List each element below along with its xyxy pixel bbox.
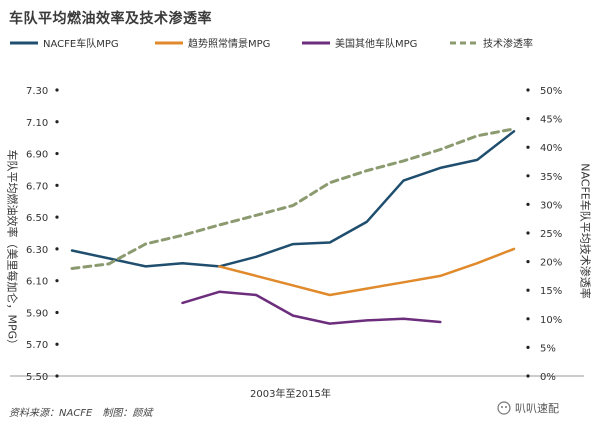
right-tick-label: 40%	[540, 143, 562, 154]
left-tick-label: 7.30	[26, 86, 48, 97]
left-tick-label: 5.50	[26, 372, 48, 383]
left-tick-dot	[55, 342, 59, 346]
right-tick-dot	[526, 374, 530, 378]
right-tick-dot	[526, 145, 530, 149]
left-tick-label: 6.70	[26, 181, 48, 192]
wechat-icon	[497, 401, 511, 415]
left-tick-dot	[55, 120, 59, 124]
right-tick-label: 5%	[540, 343, 556, 354]
right-tick-dot	[526, 288, 530, 292]
source-note: 资料来源：NACFE 制图：颜斌	[9, 408, 153, 419]
right-tick-label: 0%	[540, 372, 556, 383]
right-tick-label: 20%	[540, 258, 562, 269]
right-tick-dot	[526, 202, 530, 206]
left-tick-label: 6.10	[26, 277, 48, 288]
left-tick-label: 7.10	[26, 118, 48, 129]
watermark: 叭叭速配	[497, 400, 559, 416]
right-tick-dot	[526, 88, 530, 92]
right-axis-label: NACFE车队平均技术渗透率	[578, 163, 592, 299]
left-tick-dot	[55, 151, 59, 156]
legend-label-1: NACFE车队MPG	[43, 37, 119, 50]
series-line-4	[70, 127, 516, 270]
left-tick-dot	[55, 215, 59, 219]
watermark-text: 叭叭速配	[515, 402, 559, 415]
left-tick-label: 5.70	[26, 340, 48, 351]
left-tick-label: 5.90	[26, 308, 48, 319]
left-tick-dot	[55, 183, 59, 187]
series-line-3	[181, 290, 442, 325]
right-tick-dot	[526, 345, 530, 349]
series-line-1	[70, 130, 516, 268]
right-tick-label: 15%	[540, 286, 562, 297]
legend-label-2: 趋势照常情景MPG	[188, 37, 270, 50]
legend-label-4: 技术渗透率	[483, 37, 533, 50]
right-tick-dot	[526, 317, 530, 321]
left-tick-dot	[55, 88, 59, 92]
left-axis-label: 车队平均燃油效率（美里每加仑，MPG）	[5, 149, 19, 351]
right-tick-dot	[526, 174, 530, 178]
right-tick-dot	[526, 231, 530, 235]
left-tick-dot	[55, 374, 59, 378]
right-tick-label: 10%	[540, 315, 562, 326]
right-tick-label: 50%	[540, 86, 562, 97]
left-tick-dot	[55, 310, 59, 315]
chart-title: 车队平均燃油效率及技术渗透率	[9, 11, 212, 27]
x-axis-label: 2003年至2015年	[250, 389, 331, 400]
left-tick-dot	[55, 247, 59, 251]
left-tick-label: 6.50	[26, 213, 48, 224]
right-tick-label: 30%	[540, 200, 562, 211]
right-tick-label: 35%	[540, 172, 562, 183]
left-tick-dot	[55, 279, 59, 283]
legend-label-3: 美国其他车队MPG	[335, 37, 417, 50]
right-tick-dot	[526, 117, 530, 121]
series-line-2	[218, 247, 516, 297]
right-tick-dot	[526, 260, 530, 264]
right-tick-label: 25%	[540, 229, 562, 240]
left-tick-label: 6.90	[26, 150, 48, 161]
right-tick-label: 45%	[540, 115, 562, 126]
left-tick-label: 6.30	[26, 245, 48, 256]
